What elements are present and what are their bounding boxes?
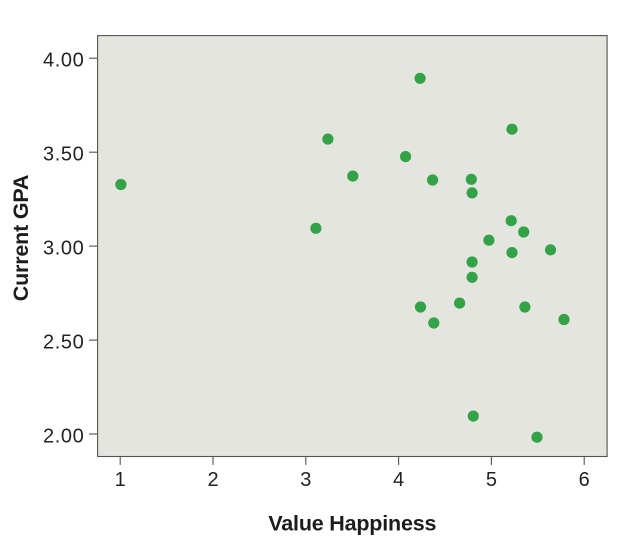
svg-text:2.50: 2.50 [43,331,84,353]
svg-text:6: 6 [579,469,590,491]
svg-text:4: 4 [393,469,404,491]
svg-text:Value Happiness: Value Happiness [268,511,436,535]
svg-text:1: 1 [115,469,126,491]
svg-text:5: 5 [486,469,497,491]
svg-text:3.00: 3.00 [43,237,84,259]
svg-text:2.00: 2.00 [43,425,84,447]
svg-text:3: 3 [300,469,311,491]
svg-text:4.00: 4.00 [43,50,84,72]
svg-text:Current GPA: Current GPA [9,175,33,301]
svg-text:3.50: 3.50 [43,144,84,166]
svg-text:2: 2 [207,469,218,491]
